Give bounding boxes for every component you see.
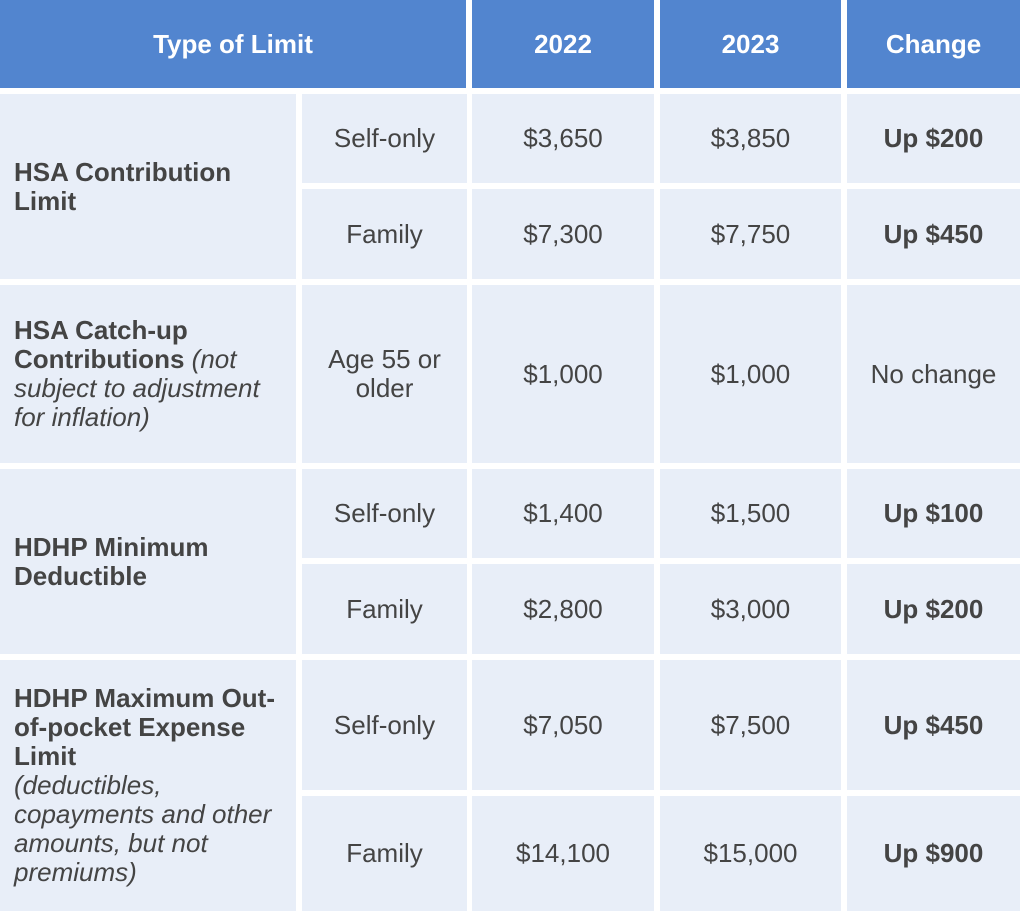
group-note: (not subject to adjustment for inflation… xyxy=(14,344,260,432)
value-2022-cell: $14,100 xyxy=(472,796,654,911)
value-2023-cell: $15,000 xyxy=(660,796,841,911)
category-cell: Self-only xyxy=(302,94,467,183)
value-2023-cell: $7,750 xyxy=(660,189,841,279)
category-cell: Age 55 or older xyxy=(302,285,467,463)
row-label-hsa-catch-up: HSA Catch-up Contributions (not subject … xyxy=(0,285,296,463)
change-cell: Up $450 xyxy=(847,189,1020,279)
group-note: (deductibles, copayments and other amoun… xyxy=(14,770,272,887)
value-2022-cell: $1,400 xyxy=(472,469,654,558)
category-cell: Self-only xyxy=(302,469,467,558)
category-cell: Family xyxy=(302,564,467,654)
value-2022-cell: $1,000 xyxy=(472,285,654,463)
header-year-2023: 2023 xyxy=(660,0,841,88)
header-type-of-limit: Type of Limit xyxy=(0,0,466,88)
value-2022-cell: $7,050 xyxy=(472,660,654,790)
value-2022-cell: $2,800 xyxy=(472,564,654,654)
change-cell: Up $450 xyxy=(847,660,1020,790)
group-label-text: HDHP Maximum Out-of-pocket Expense Limit… xyxy=(14,684,290,887)
value-2023-cell: $1,500 xyxy=(660,469,841,558)
change-cell: Up $900 xyxy=(847,796,1020,911)
group-label-text: HSA Catch-up Contributions (not subject … xyxy=(14,316,290,432)
group-title: HDHP Minimum Deductible xyxy=(14,531,209,591)
value-2022-cell: $7,300 xyxy=(472,189,654,279)
value-2023-cell: $3,000 xyxy=(660,564,841,654)
row-label-hdhp-minimum-deductible: HDHP Minimum Deductible xyxy=(0,469,296,654)
value-2023-cell: $1,000 xyxy=(660,285,841,463)
change-cell: Up $200 xyxy=(847,564,1020,654)
header-change: Change xyxy=(847,0,1020,88)
change-cell: Up $100 xyxy=(847,469,1020,558)
category-cell: Family xyxy=(302,796,467,911)
group-title: HSA Contribution Limit xyxy=(14,156,232,216)
value-2022-cell: $3,650 xyxy=(472,94,654,183)
header-year-2022: 2022 xyxy=(472,0,654,88)
row-label-hdhp-maximum-out-of-pocket: HDHP Maximum Out-of-pocket Expense Limit… xyxy=(0,660,296,911)
category-cell: Self-only xyxy=(302,660,467,790)
value-2023-cell: $7,500 xyxy=(660,660,841,790)
row-label-hsa-contribution-limit: HSA Contribution Limit xyxy=(0,94,296,279)
value-2023-cell: $3,850 xyxy=(660,94,841,183)
change-cell: No change xyxy=(847,285,1020,463)
group-title: HSA Catch-up Contributions xyxy=(14,315,188,374)
category-cell: Family xyxy=(302,189,467,279)
group-title: HDHP Maximum Out-of-pocket Expense Limit xyxy=(14,683,275,771)
change-cell: Up $200 xyxy=(847,94,1020,183)
